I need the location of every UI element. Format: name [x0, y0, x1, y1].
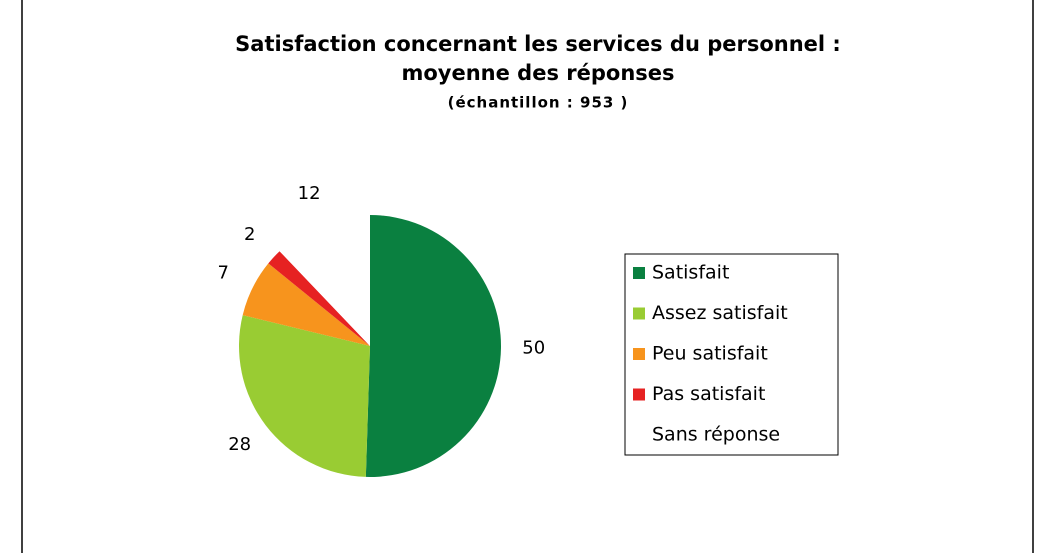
data-label: 12 [298, 183, 321, 204]
legend-label: Satisfait [652, 262, 729, 284]
pie-slice [239, 315, 370, 477]
legend-swatch [633, 429, 645, 441]
pie-slice [242, 263, 370, 346]
chart-title: Satisfaction concernant les services du … [235, 32, 841, 56]
legend-swatch [633, 307, 645, 320]
pie-slice [365, 215, 501, 477]
legend-box [624, 253, 839, 456]
data-label: 28 [228, 434, 251, 455]
legend-swatch [633, 348, 645, 360]
pie-slice [268, 251, 370, 346]
legend-swatch [633, 388, 645, 401]
pie-slice [279, 215, 370, 346]
legend-label: Sans réponse [652, 424, 780, 446]
chart-subtitle: (échantillon : 953 ) [448, 94, 629, 112]
legend-label: Pas satisfait [652, 383, 765, 405]
data-label: 7 [218, 262, 229, 283]
legend-label: Peu satisfait [652, 343, 768, 365]
chart-title: moyenne des réponses [401, 61, 674, 85]
data-label: 50 [522, 338, 545, 359]
legend-label: Assez satisfait [652, 302, 788, 324]
data-label: 2 [244, 224, 255, 245]
legend-swatch [633, 267, 645, 279]
chart-frame [21, 0, 1034, 553]
